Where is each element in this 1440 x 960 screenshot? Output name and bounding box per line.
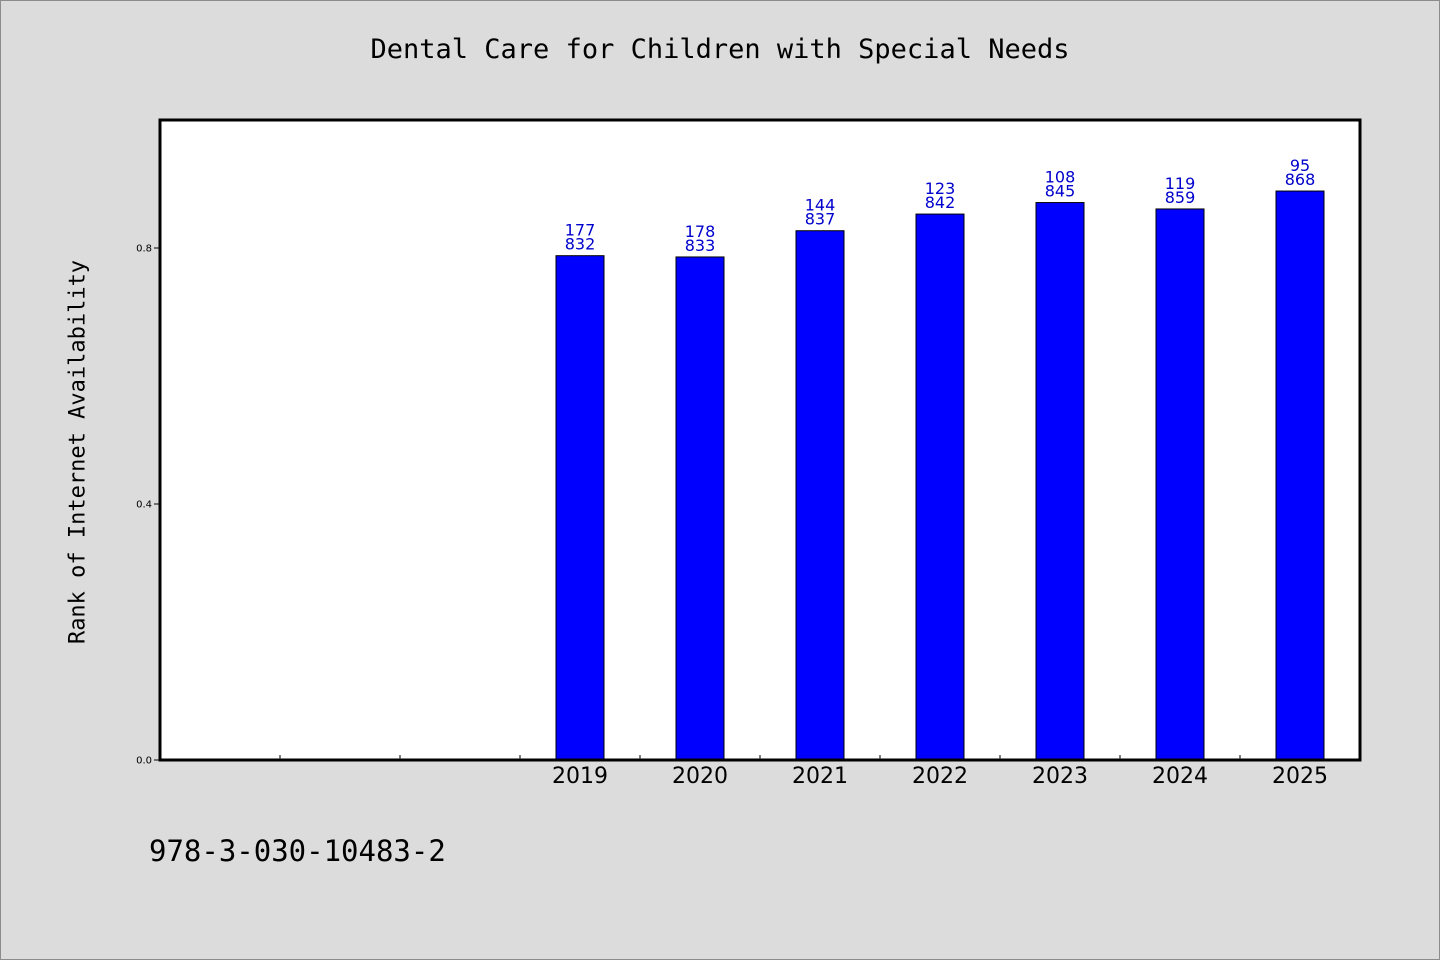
x-tick-label: 2019 [552,764,608,789]
y-tick-label: 0.8 [136,244,152,255]
x-tick-label: 2023 [1032,764,1088,789]
data-label: 868 [1285,170,1316,189]
data-label: 845 [1045,182,1076,201]
data-label: 119 [1165,174,1196,193]
bar [1275,190,1325,761]
data-label: 144 [805,196,836,215]
data-label: 177 [565,221,596,240]
bar [675,256,725,761]
data-label: 108 [1045,168,1076,187]
chart-title: Dental Care for Children with Special Ne… [370,34,1070,65]
x-tick-label: 2024 [1152,764,1208,789]
y-tick-label: 0.0 [136,756,152,767]
x-tick-label: 2025 [1272,764,1328,789]
bar [1155,208,1205,761]
x-tick-label: 2022 [912,764,968,789]
data-label: 123 [925,179,956,198]
data-label: 95 [1290,156,1310,175]
bar [915,213,965,761]
x-tick-label: 2021 [792,764,848,789]
bar [795,230,845,761]
data-label: 842 [925,193,956,212]
plot-frame [158,118,1362,762]
data-label: 832 [565,235,596,254]
x-tick-label: 2020 [672,764,728,789]
data-label: 833 [685,236,716,255]
footer-code: 978-3-030-10483-2 [149,834,446,868]
y-tick-label: 0.4 [136,500,152,511]
bar [555,255,605,761]
bar [1035,202,1085,761]
data-label: 178 [685,222,716,241]
data-label: 837 [805,210,836,229]
data-label: 859 [1165,188,1196,207]
